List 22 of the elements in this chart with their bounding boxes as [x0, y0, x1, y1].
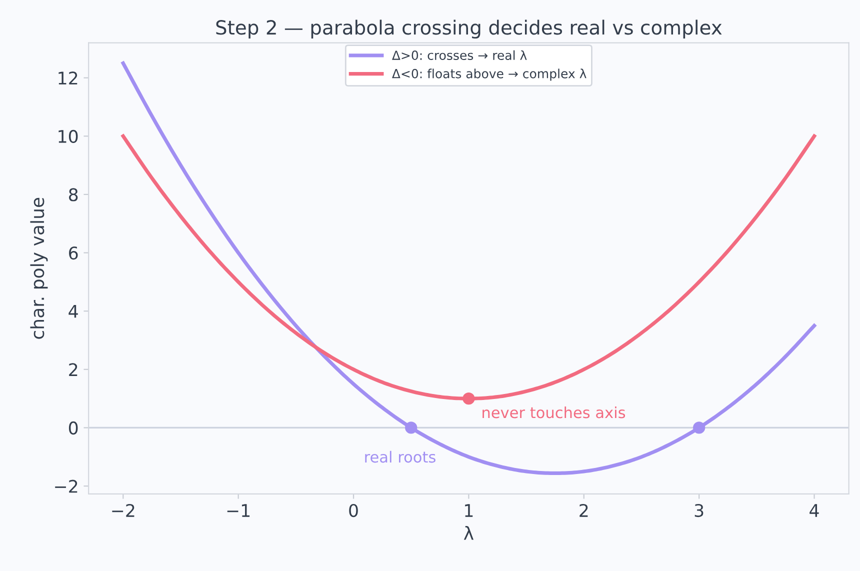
y-tick-label: 10 [58, 130, 78, 143]
y-tick-label: 0 [68, 421, 78, 435]
x-tick-label: −1 [227, 504, 250, 517]
chart-title: Step 2 — parabola crossing decides real vs complex [216, 20, 722, 39]
annotation: real roots [365, 450, 436, 463]
x-axis-title: λ [464, 526, 474, 540]
x-tick-label: −2 [112, 504, 134, 517]
legend-label: Δ<0: floats above → complex λ [392, 68, 586, 81]
y-tick-label: 6 [69, 246, 78, 260]
x-tick-label: 1 [465, 504, 473, 517]
x-tick-label: 2 [580, 504, 588, 517]
y-tick-label: −2 [55, 480, 78, 493]
y-tick-label: 2 [69, 363, 78, 376]
y-tick-label: 8 [68, 188, 78, 202]
x-tick-label: 0 [349, 504, 358, 518]
x-tick-label: 3 [694, 504, 704, 518]
annotation: never touches axis [482, 406, 626, 418]
y-tick-label: 12 [58, 72, 78, 84]
y-axis-title: char. poly value [30, 198, 48, 339]
y-tick-label: 4 [68, 305, 78, 318]
x-tick-label: 4 [810, 504, 819, 517]
legend-label: Δ>0: crosses → real λ [392, 50, 527, 60]
